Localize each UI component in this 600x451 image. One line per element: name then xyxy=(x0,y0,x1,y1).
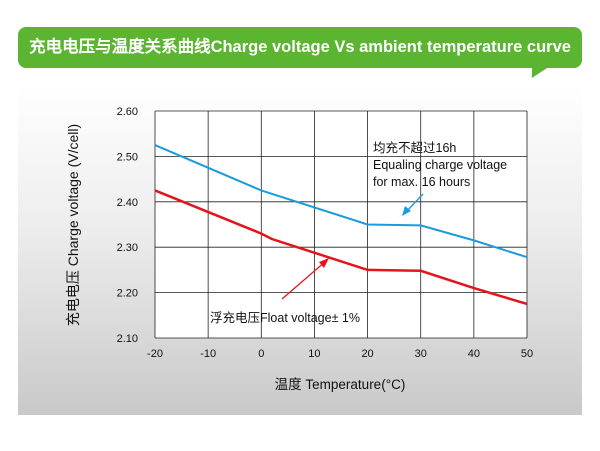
y-tick-label: 2.50 xyxy=(117,151,138,163)
plot-area xyxy=(155,111,527,338)
x-tick-label: 20 xyxy=(361,348,373,360)
chart-title: 充电电压与温度关系曲线Charge voltage Vs ambient tem… xyxy=(29,38,571,56)
float-annotation: 浮充电压Float voltage± 1% xyxy=(210,310,360,325)
equalize-voltage-line xyxy=(154,144,528,259)
y-tick-label: 2.30 xyxy=(117,242,138,254)
x-tick-label: 0 xyxy=(258,348,264,360)
x-tick-label: -20 xyxy=(147,348,163,360)
equalize-annotation-line1: 均充不超过16h xyxy=(373,140,456,155)
y-tick-label: 2.10 xyxy=(117,333,138,345)
float-voltage-line xyxy=(154,189,528,306)
x-tick-label: 50 xyxy=(521,348,533,360)
equalize-annotation-line2: Equaling charge voltage xyxy=(373,158,507,172)
equalize-arrow xyxy=(402,193,424,216)
y-tick-label: 2.40 xyxy=(117,197,138,209)
y-tick-label: 2.60 xyxy=(117,106,138,118)
x-tick-label: 30 xyxy=(415,348,427,360)
x-tick-label: -10 xyxy=(200,348,216,360)
float-arrow xyxy=(281,258,329,300)
chart-title-banner: 充电电压与温度关系曲线Charge voltage Vs ambient tem… xyxy=(18,27,582,68)
x-tick-label: 10 xyxy=(308,348,320,360)
y-axis-label: 充电电压 Charge voltage (V/cell) xyxy=(65,124,81,326)
y-tick-label: 2.20 xyxy=(117,288,138,300)
x-axis-label: 温度 Temperature(°C) xyxy=(275,377,406,392)
x-tick-label: 40 xyxy=(468,348,480,360)
equalize-annotation-line3: for max. 16 hours xyxy=(373,175,470,189)
